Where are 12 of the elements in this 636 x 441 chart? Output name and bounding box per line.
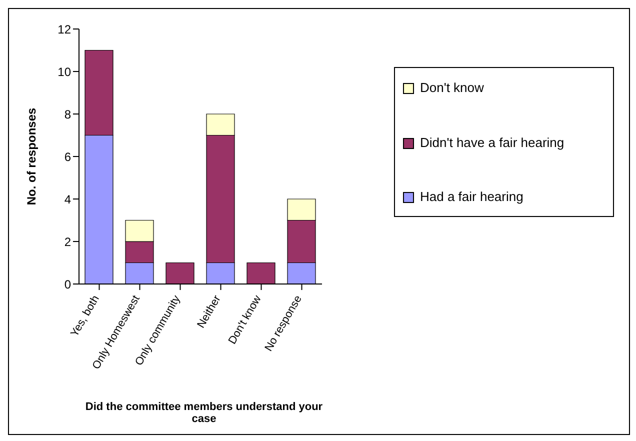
y-tick-label: 12 [58,22,72,36]
y-tick-label: 8 [64,107,72,122]
y-axis-title: No. of responses [24,108,38,206]
legend-label: Had a fair hearing [420,189,524,204]
legend-label: Don't know [420,80,484,95]
y-tick-label: 6 [64,150,72,164]
y-tick-label: 10 [58,64,72,79]
legend-label: Didn't have a fair hearing [420,134,564,150]
y-tick-label: 4 [64,192,72,206]
y-tick-label: 2 [64,234,72,249]
x-axis-title: Did the committee members understand your case [84,401,324,425]
y-tick-label: 0 [64,277,72,292]
